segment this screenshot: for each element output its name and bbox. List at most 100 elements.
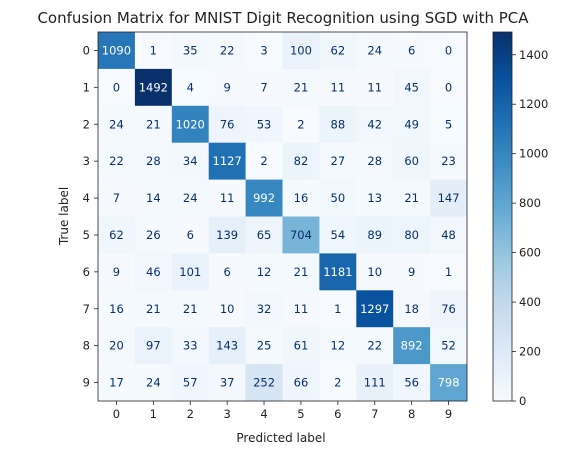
cell-value-label: 12 — [331, 339, 346, 353]
heatmap-cell — [134, 327, 173, 365]
cell-value-label: 97 — [146, 339, 161, 353]
heatmap-cell — [393, 105, 431, 144]
heatmap-cell — [171, 68, 210, 107]
heatmap-cell — [245, 142, 283, 180]
y-tick-label: 2 — [83, 117, 90, 131]
heatmap-cell — [430, 105, 468, 144]
heatmap-cell — [134, 68, 173, 107]
heatmap-cell — [356, 290, 394, 328]
y-tick-label: 1 — [83, 80, 90, 94]
heatmap-cell — [282, 253, 320, 291]
cell-value-label: 2 — [334, 376, 341, 390]
cell-value-label: 88 — [331, 117, 346, 131]
cell-value-label: 2 — [260, 154, 267, 168]
x-tick-label: 1 — [150, 407, 157, 421]
heatmap-cell — [245, 68, 283, 107]
cell-value-label: 18 — [404, 302, 419, 316]
heatmap-cell — [134, 290, 173, 328]
cell-value-label: 22 — [367, 339, 382, 353]
heatmap-cell — [282, 68, 320, 107]
x-tick-label: 3 — [223, 407, 230, 421]
heatmap-cell — [430, 142, 468, 180]
cell-value-label: 0 — [445, 43, 452, 57]
plot-frame — [97, 31, 468, 402]
cell-value-label: 9 — [408, 265, 415, 279]
cell-value-label: 54 — [331, 228, 346, 242]
y-tick-label: 7 — [83, 302, 90, 316]
cell-value-label: 9 — [223, 80, 230, 94]
cell-value-label: 46 — [146, 265, 161, 279]
cell-value-label: 3 — [260, 43, 267, 57]
heatmap-cell — [208, 142, 246, 180]
cell-value-label: 76 — [220, 117, 235, 131]
cell-value-label: 24 — [109, 117, 124, 131]
heatmap-cell — [171, 327, 210, 365]
heatmap-cell — [356, 216, 394, 254]
heatmap-cell — [393, 142, 431, 180]
cell-value-label: 0 — [445, 80, 452, 94]
colorbar-tick-label: 1400 — [519, 48, 548, 62]
cell-value-label: 45 — [404, 80, 419, 94]
x-tick-label: 7 — [371, 407, 378, 421]
y-tick-label: 4 — [83, 191, 90, 205]
cell-value-label: 37 — [220, 376, 235, 390]
cell-value-label: 26 — [146, 228, 161, 242]
heatmap-cell — [208, 32, 246, 70]
cell-value-label: 76 — [441, 302, 456, 316]
cell-value-label: 32 — [257, 302, 272, 316]
cell-value-label: 143 — [216, 339, 238, 353]
cell-value-label: 2 — [297, 117, 304, 131]
heatmap-cell — [171, 105, 210, 144]
cell-value-label: 20 — [109, 339, 124, 353]
heatmap-cell — [319, 216, 357, 254]
chart-title: Confusion Matrix for MNIST Digit Recogni… — [37, 9, 529, 27]
y-tick-label: 3 — [83, 154, 90, 168]
heatmap-cell — [245, 32, 283, 70]
heatmap-cell — [282, 327, 320, 365]
heatmap-cell — [430, 32, 468, 70]
heatmap-cell — [208, 216, 246, 254]
heatmap-cell — [98, 32, 136, 70]
cell-value-label: 111 — [364, 376, 386, 390]
cell-value-label: 10 — [367, 265, 382, 279]
x-axis-ticks: 0 1 2 3 4 5 6 7 8 9 — [113, 401, 452, 421]
cell-value-label: 49 — [404, 117, 419, 131]
heatmap-cell — [245, 290, 283, 328]
cell-value-label: 892 — [401, 339, 423, 353]
cell-value-label: 28 — [146, 154, 161, 168]
heatmap-cell — [282, 142, 320, 180]
cell-value-label: 1020 — [176, 117, 205, 131]
cell-value-label: 4 — [187, 80, 194, 94]
cell-value-label: 7 — [260, 80, 267, 94]
cell-value-label: 42 — [367, 117, 382, 131]
x-tick-label: 2 — [187, 407, 194, 421]
cell-value-label: 27 — [331, 154, 346, 168]
heatmap-cell — [134, 364, 173, 402]
cell-value-label: 22 — [109, 154, 124, 168]
colorbar-tick-label: 800 — [519, 196, 541, 210]
heatmap-cell — [134, 253, 173, 291]
heatmap-cell — [245, 216, 283, 254]
heatmap-cells — [98, 32, 468, 402]
heatmap-cell — [171, 216, 210, 254]
cell-value-label: 52 — [441, 339, 456, 353]
cell-value-label: 62 — [109, 228, 124, 242]
heatmap-cell — [282, 364, 320, 402]
x-axis-label: Predicted label — [236, 431, 325, 445]
heatmap-cell — [171, 32, 210, 70]
heatmap-cell — [208, 179, 246, 217]
heatmap-cell — [393, 68, 431, 107]
cell-value-label: 34 — [183, 154, 198, 168]
heatmap-cell — [282, 290, 320, 328]
cell-value-label: 66 — [294, 376, 309, 390]
cell-value-label: 22 — [220, 43, 235, 57]
heatmap-cell — [171, 142, 210, 180]
heatmap-cell — [356, 68, 394, 107]
heatmap-cell-labels: 1090 1 35 22 3 100 62 24 6 00 1492 4 9 7 21 11 11 45 024 21… — [102, 43, 460, 389]
heatmap-cell — [393, 327, 431, 365]
heatmap-cell — [319, 68, 357, 107]
heatmap-cell — [430, 327, 468, 365]
cell-value-label: 50 — [331, 191, 346, 205]
heatmap-cell — [319, 327, 357, 365]
cell-value-label: 1 — [150, 43, 157, 57]
